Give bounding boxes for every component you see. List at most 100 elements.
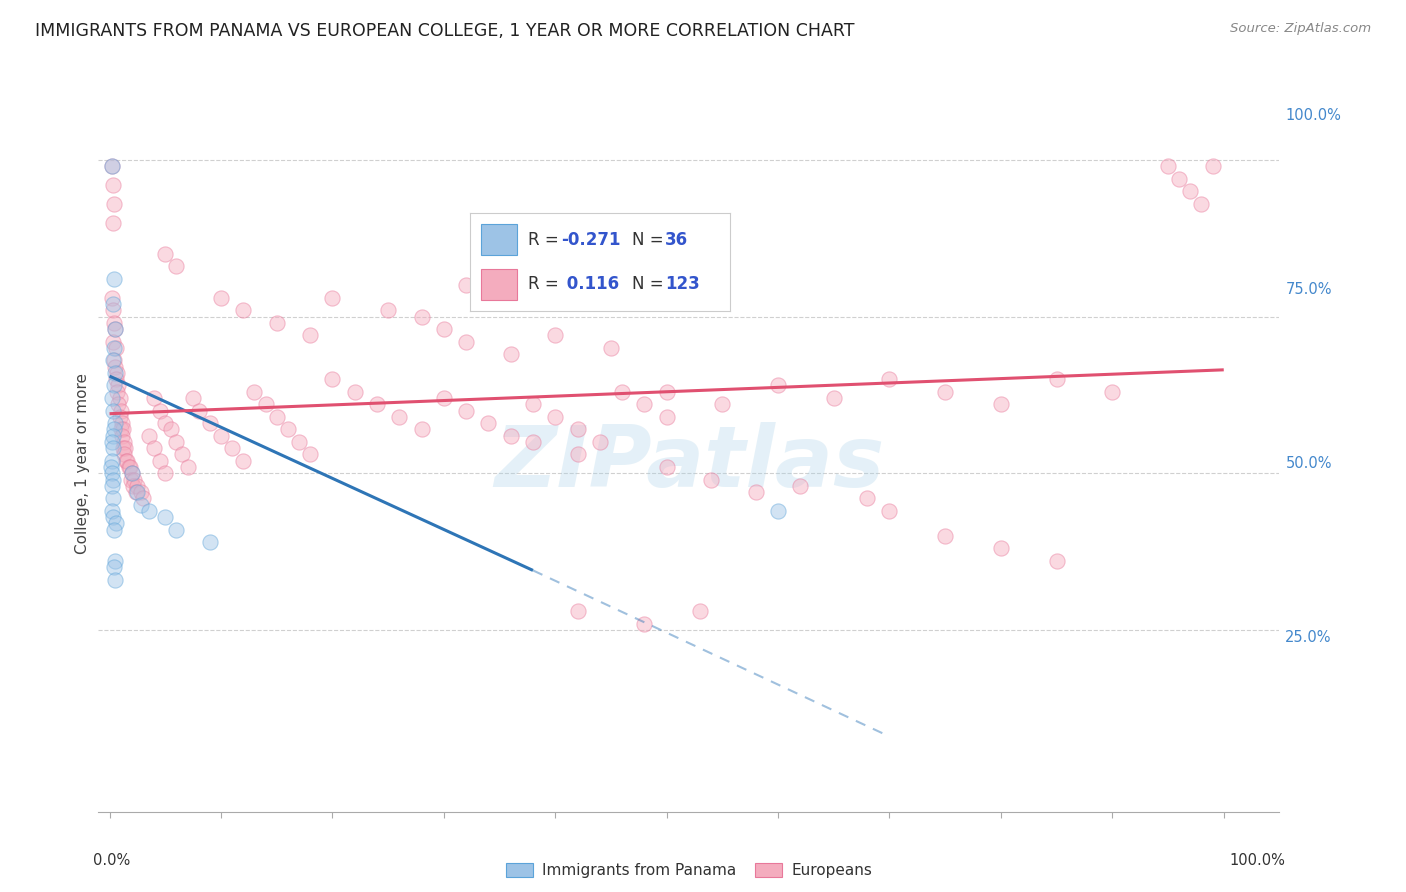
Point bbox=[110, 403, 132, 417]
Point bbox=[101, 215, 124, 229]
Point bbox=[288, 434, 311, 449]
Point bbox=[105, 366, 128, 380]
Point bbox=[138, 504, 160, 518]
Point bbox=[122, 473, 145, 487]
Point bbox=[990, 397, 1012, 411]
Point bbox=[655, 409, 678, 424]
Point bbox=[610, 384, 633, 399]
Point bbox=[1046, 554, 1069, 568]
Point bbox=[477, 416, 499, 430]
Point bbox=[115, 453, 138, 467]
Point bbox=[129, 485, 152, 500]
Point bbox=[209, 428, 232, 442]
Point bbox=[101, 178, 124, 192]
Point bbox=[101, 297, 124, 311]
Point bbox=[321, 372, 343, 386]
Point bbox=[366, 397, 388, 411]
Point bbox=[118, 460, 141, 475]
Text: ZIPatlas: ZIPatlas bbox=[494, 422, 884, 506]
Point bbox=[101, 441, 124, 455]
Text: 36: 36 bbox=[665, 231, 689, 249]
Point bbox=[934, 384, 956, 399]
Point bbox=[266, 316, 288, 330]
Text: 123: 123 bbox=[665, 276, 700, 293]
Text: 100.0%: 100.0% bbox=[1285, 109, 1341, 123]
Point bbox=[266, 409, 288, 424]
Text: Source: ZipAtlas.com: Source: ZipAtlas.com bbox=[1230, 22, 1371, 36]
Text: 50.0%: 50.0% bbox=[1285, 457, 1331, 471]
Point bbox=[103, 196, 125, 211]
Point bbox=[165, 523, 187, 537]
Point bbox=[103, 341, 125, 355]
Point bbox=[198, 416, 221, 430]
Point bbox=[101, 510, 124, 524]
Point bbox=[456, 334, 478, 349]
Point bbox=[879, 372, 901, 386]
Point bbox=[103, 316, 125, 330]
Point bbox=[160, 422, 183, 436]
Point bbox=[120, 473, 142, 487]
Point bbox=[107, 397, 129, 411]
Point bbox=[101, 353, 124, 368]
Point bbox=[103, 378, 125, 392]
Point bbox=[544, 409, 567, 424]
Point bbox=[766, 504, 789, 518]
Point bbox=[103, 353, 125, 368]
Point bbox=[879, 504, 901, 518]
Point bbox=[633, 397, 655, 411]
Point bbox=[101, 334, 124, 349]
FancyBboxPatch shape bbox=[481, 224, 517, 255]
Point bbox=[107, 378, 129, 392]
Point bbox=[567, 447, 589, 461]
Point bbox=[101, 403, 124, 417]
Point bbox=[121, 467, 143, 481]
Point bbox=[522, 434, 544, 449]
Point bbox=[143, 441, 166, 455]
Point bbox=[433, 322, 456, 336]
Point bbox=[143, 391, 166, 405]
Point bbox=[176, 460, 198, 475]
Text: 0.0%: 0.0% bbox=[93, 854, 129, 869]
Point bbox=[104, 322, 127, 336]
Point bbox=[105, 516, 128, 531]
Point bbox=[499, 428, 522, 442]
Point bbox=[198, 535, 221, 549]
Point bbox=[101, 491, 124, 506]
Text: N =: N = bbox=[631, 276, 668, 293]
Text: 100.0%: 100.0% bbox=[1229, 854, 1285, 869]
Point bbox=[114, 441, 136, 455]
Point bbox=[105, 384, 128, 399]
Point bbox=[321, 291, 343, 305]
Point bbox=[103, 523, 125, 537]
Point bbox=[104, 573, 127, 587]
Point bbox=[766, 378, 789, 392]
Point bbox=[103, 422, 125, 436]
Point bbox=[108, 391, 131, 405]
Point bbox=[100, 460, 122, 475]
Point bbox=[101, 428, 124, 442]
Point bbox=[522, 397, 544, 411]
Point bbox=[1191, 196, 1213, 211]
Point bbox=[589, 434, 612, 449]
Point bbox=[112, 434, 135, 449]
Point bbox=[990, 541, 1012, 556]
Point bbox=[277, 422, 299, 436]
Point bbox=[209, 291, 232, 305]
Point bbox=[823, 391, 845, 405]
Point bbox=[101, 159, 124, 173]
Point bbox=[104, 359, 127, 374]
Point bbox=[111, 428, 134, 442]
Point bbox=[243, 384, 266, 399]
Point bbox=[456, 403, 478, 417]
Point bbox=[101, 391, 124, 405]
Point bbox=[856, 491, 879, 506]
Point bbox=[103, 272, 125, 286]
Point bbox=[121, 467, 143, 481]
Point bbox=[456, 278, 478, 293]
Point bbox=[711, 397, 734, 411]
Text: N =: N = bbox=[631, 231, 668, 249]
Point bbox=[117, 453, 139, 467]
Point bbox=[411, 310, 433, 324]
Point bbox=[232, 453, 254, 467]
Point bbox=[104, 554, 127, 568]
